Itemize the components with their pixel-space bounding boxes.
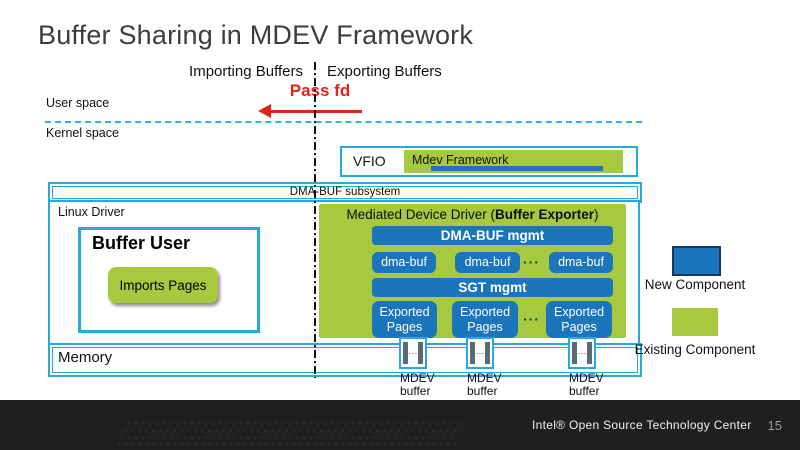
legend-existing-component-swatch <box>672 308 718 336</box>
exported-pages-ellipsis: ··· <box>523 311 540 327</box>
mediated-device-driver-title: Mediated Device Driver (Buffer Exporter) <box>346 207 599 222</box>
mdev-buffer-label: MDEV buffer <box>400 371 435 398</box>
mdev-framework-label: Mdev Framework <box>412 153 509 167</box>
memory-region-ellipsis: ··· <box>577 347 587 358</box>
buffer-user-box <box>78 227 260 333</box>
legend-new-component-swatch <box>672 246 721 276</box>
sgt-mgmt-bar: SGT mgmt <box>372 278 613 297</box>
left-arrow-icon <box>258 104 271 118</box>
importing-buffers-label: Importing Buffers <box>189 63 303 80</box>
memory-region-ellipsis: ··· <box>408 347 418 358</box>
mdev-buffer-region: ··· <box>568 337 596 369</box>
memory-region-ellipsis: ··· <box>475 347 485 358</box>
footer-dot-pattern <box>113 420 467 450</box>
linux-driver-label: Linux Driver <box>58 205 125 219</box>
mdev-buffer-region: ··· <box>466 337 494 369</box>
legend-existing-component-label: Existing Component <box>634 342 756 357</box>
kernel-space-label: Kernel space <box>46 126 119 140</box>
page-number: 15 <box>767 417 782 433</box>
pass-fd-label: Pass fd <box>289 81 351 100</box>
pass-fd-arrow-line <box>270 110 362 113</box>
user-space-label: User space <box>46 96 110 110</box>
memory-page-bar <box>485 342 490 364</box>
legend-new-component-label: New Component <box>644 277 746 292</box>
exported-pages-block: Exported Pages <box>452 301 518 338</box>
dma-buf-block: dma-buf <box>549 252 613 273</box>
footer-bar: Intel® Open Source Technology Center 15 <box>0 400 800 450</box>
memory-page-bar <box>470 342 475 364</box>
exporting-buffers-label: Exporting Buffers <box>327 63 442 80</box>
user-kernel-divider <box>45 121 642 123</box>
memory-page-bar <box>587 342 592 364</box>
imports-pages-block: Imports Pages <box>108 267 218 303</box>
mdev-framework-underline <box>431 166 603 171</box>
mediated-device-driver-box: Mediated Device Driver (Buffer Exporter)… <box>319 204 626 338</box>
vfio-box: VFIO Mdev Framework <box>340 146 638 177</box>
memory-box <box>48 343 642 377</box>
mdev-buffer-region: ··· <box>399 337 427 369</box>
dma-buf-mgmt-bar: DMA-BUF mgmt <box>372 226 613 245</box>
buffer-user-title: Buffer User <box>92 233 191 253</box>
page-title: Buffer Sharing in MDEV Framework <box>38 20 474 50</box>
exported-pages-block: Exported Pages <box>372 301 437 338</box>
exported-pages-block: Exported Pages <box>546 301 612 338</box>
dma-buf-block: dma-buf <box>372 252 436 273</box>
mdev-buffer-label: MDEV buffer <box>569 371 604 398</box>
dma-buf-ellipsis: ··· <box>523 254 540 270</box>
dma-buf-block: dma-buf <box>455 252 520 273</box>
import-export-divider <box>314 62 316 378</box>
mdev-framework-bar: Mdev Framework <box>404 150 623 173</box>
vfio-label: VFIO <box>353 153 386 169</box>
memory-page-bar <box>418 342 423 364</box>
memory-label: Memory <box>58 349 113 366</box>
memory-page-bar <box>403 342 408 364</box>
footer-brand-text: Intel® Open Source Technology Center <box>531 418 752 432</box>
memory-page-bar <box>572 342 577 364</box>
mdev-buffer-label: MDEV buffer <box>467 371 502 398</box>
